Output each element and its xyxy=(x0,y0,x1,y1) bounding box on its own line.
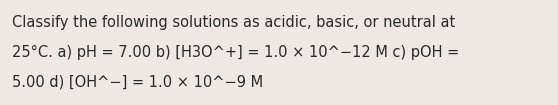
Text: 5.00 d) [OH^−] = 1.0 × 10^−9 M: 5.00 d) [OH^−] = 1.0 × 10^−9 M xyxy=(12,75,263,89)
Text: 25°C. a) pH = 7.00 b) [H3O^+] = 1.0 × 10^−12 M c) pOH =: 25°C. a) pH = 7.00 b) [H3O^+] = 1.0 × 10… xyxy=(12,45,459,60)
Text: Classify the following solutions as acidic, basic, or neutral at: Classify the following solutions as acid… xyxy=(12,14,455,30)
